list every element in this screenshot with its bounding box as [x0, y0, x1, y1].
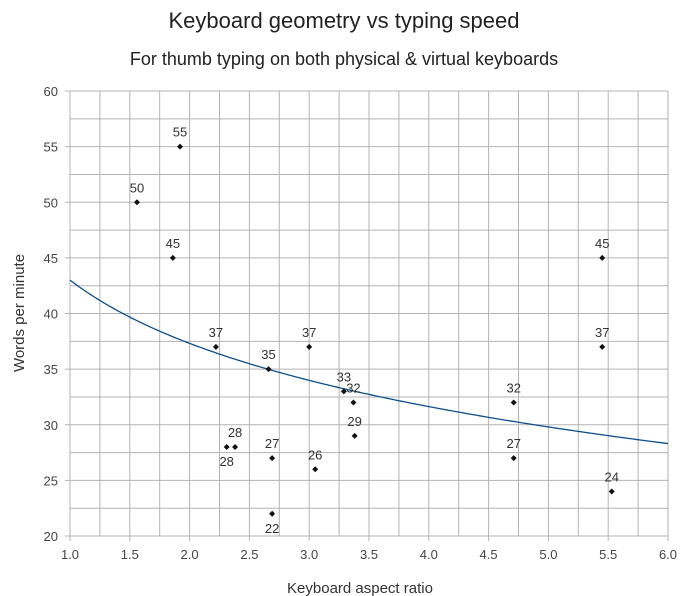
data-point [133, 199, 140, 206]
data-label: 45 [595, 236, 609, 251]
data-point [169, 254, 176, 261]
y-tick-label: 40 [44, 307, 58, 322]
data-point [608, 488, 615, 495]
x-tick-label: 1.5 [121, 547, 139, 562]
y-tick-label: 55 [44, 140, 58, 155]
x-tick-label: 2.5 [240, 547, 258, 562]
x-tick-label: 3.5 [360, 547, 378, 562]
y-tick-label: 20 [44, 529, 58, 544]
data-point [350, 399, 357, 406]
y-tick-labels: 20 25 30 35 40 45 50 55 60 [44, 84, 58, 544]
data-label: 45 [166, 236, 180, 251]
data-label: 37 [209, 325, 223, 340]
x-tick-label: 6.0 [659, 547, 677, 562]
data-label: 37 [302, 325, 316, 340]
data-point [232, 444, 239, 450]
x-tick-label: 4.5 [480, 547, 498, 562]
data-point [510, 455, 517, 462]
data-label: 35 [261, 347, 275, 362]
data-label: 55 [173, 125, 187, 140]
y-tick-label: 60 [44, 84, 58, 99]
data-label: 24 [605, 470, 619, 485]
data-label: 37 [595, 325, 609, 340]
data-label: 32 [346, 381, 360, 396]
data-label: 32 [506, 381, 520, 396]
data-point [340, 388, 347, 395]
y-axis-label: Words per minute [11, 254, 28, 372]
y-tick-label: 30 [44, 418, 58, 433]
x-tick-label: 1.0 [61, 547, 79, 562]
data-point [265, 366, 272, 373]
grid [65, 90, 669, 541]
data-point [269, 455, 276, 462]
data-point [212, 343, 219, 350]
chart-subtitle: For thumb typing on both physical & virt… [130, 49, 558, 69]
data-point [269, 510, 276, 517]
data-label: 26 [308, 447, 322, 462]
y-tick-label: 50 [44, 195, 58, 210]
data-label: 22 [265, 521, 279, 536]
data-point [599, 343, 606, 350]
x-tick-label: 2.0 [181, 547, 199, 562]
x-tick-label: 5.5 [599, 547, 617, 562]
data-point [177, 143, 184, 150]
data-label: 27 [506, 436, 520, 451]
data-label: 28 [228, 425, 242, 440]
data-label: 50 [130, 180, 144, 195]
data-label: 33 [337, 369, 351, 384]
x-tick-label: 4.0 [420, 547, 438, 562]
y-tick-label: 25 [44, 473, 58, 488]
data-point [510, 399, 517, 406]
trendline [69, 279, 669, 445]
data-point [306, 343, 313, 350]
chart-title: Keyboard geometry vs typing speed [169, 8, 520, 33]
x-tick-labels: 1.0 1.5 2.0 2.5 3.0 3.5 4.0 4.5 5.0 5.5 6.0 [61, 547, 677, 562]
data-points [133, 143, 615, 517]
x-tick-label: 3.0 [300, 547, 318, 562]
x-axis-label: Keyboard aspect ratio [287, 580, 433, 596]
data-label: 28 [219, 454, 233, 469]
data-label: 27 [265, 436, 279, 451]
data-point [223, 444, 230, 450]
data-label: 29 [347, 414, 361, 429]
data-point [599, 254, 606, 261]
data-point [312, 466, 319, 473]
y-tick-label: 45 [44, 251, 58, 266]
y-tick-label: 35 [44, 362, 58, 377]
x-tick-label: 5.0 [539, 547, 557, 562]
data-point [351, 432, 358, 439]
